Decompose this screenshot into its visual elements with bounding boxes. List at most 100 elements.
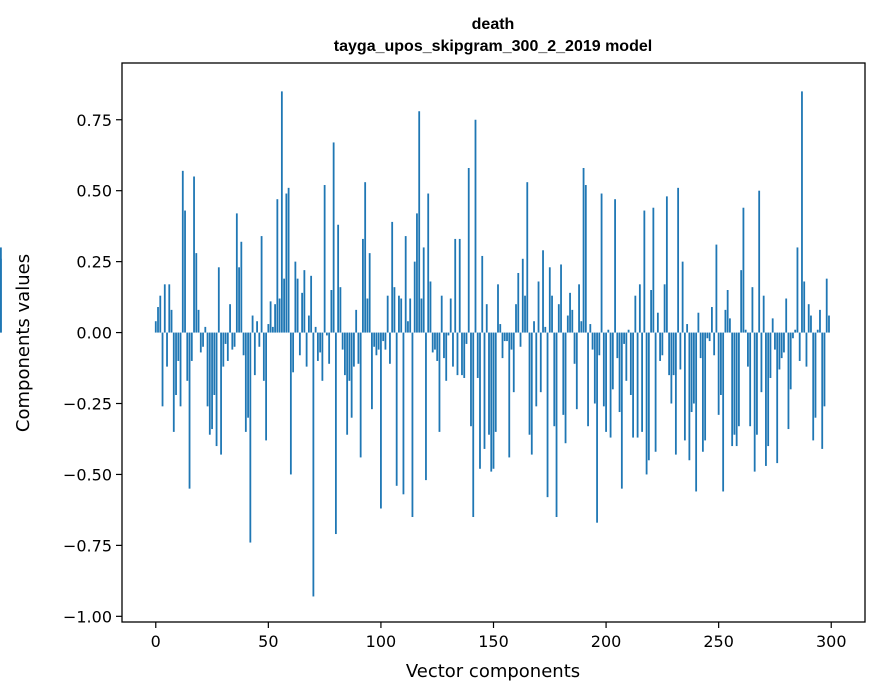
- bar: [371, 332, 373, 410]
- bar: [267, 324, 270, 333]
- bar: [798, 332, 801, 361]
- bar: [375, 332, 378, 356]
- bar: [472, 332, 475, 518]
- bar: [481, 255, 484, 333]
- bar: [296, 278, 299, 333]
- bar: [600, 193, 603, 333]
- bar: [492, 332, 495, 469]
- bar: [350, 332, 353, 418]
- y-tick-label: −0.25: [63, 395, 112, 414]
- bar: [767, 332, 770, 447]
- bar: [467, 167, 470, 333]
- bar: [828, 315, 830, 333]
- bar: [168, 284, 171, 333]
- bar: [443, 332, 445, 359]
- bar: [629, 332, 632, 395]
- bar: [389, 332, 391, 364]
- bar: [283, 278, 286, 333]
- bar: [298, 332, 301, 356]
- bar: [546, 332, 549, 498]
- bar: [774, 332, 776, 350]
- bar: [506, 332, 508, 342]
- bar: [172, 332, 175, 432]
- bar: [647, 332, 650, 461]
- bar: [344, 332, 346, 376]
- bar: [285, 193, 288, 333]
- bar: [553, 332, 556, 427]
- bar: [357, 332, 360, 364]
- bar: [474, 119, 477, 333]
- bar: [251, 315, 254, 333]
- bar: [819, 309, 821, 333]
- y-tick-label: −1.00: [63, 607, 112, 626]
- x-tick-label: 300: [816, 632, 847, 651]
- bar: [686, 324, 689, 333]
- y-tick-label: 0.25: [76, 253, 112, 272]
- bar: [337, 224, 340, 333]
- bar: [699, 332, 702, 359]
- bar: [307, 315, 310, 333]
- bar: [636, 332, 639, 438]
- bar: [738, 332, 740, 427]
- bar: [395, 332, 398, 486]
- bar: [722, 332, 725, 492]
- bar: [485, 304, 488, 333]
- bar: [416, 213, 418, 333]
- bar: [582, 167, 585, 333]
- bar: [758, 190, 761, 333]
- bar: [528, 332, 531, 435]
- bar: [490, 332, 493, 472]
- bar: [634, 295, 637, 333]
- bar: [458, 238, 461, 333]
- bar: [515, 304, 517, 333]
- bar: [364, 182, 367, 333]
- bar: [393, 287, 396, 333]
- bar: [760, 332, 763, 393]
- bar: [616, 332, 619, 359]
- bar: [265, 332, 267, 441]
- bar: [220, 332, 222, 455]
- bar: [463, 332, 466, 378]
- bar: [715, 244, 718, 333]
- bar: [398, 295, 400, 333]
- bar: [674, 332, 677, 455]
- bar: [157, 307, 159, 333]
- bar: [269, 301, 272, 333]
- bar: [823, 332, 826, 407]
- bar: [445, 332, 448, 381]
- bar: [330, 290, 333, 333]
- bar: [391, 221, 394, 333]
- bar: [688, 332, 691, 461]
- bar: [377, 332, 380, 350]
- bar: [778, 332, 781, 370]
- bar: [544, 326, 547, 333]
- bar: [440, 295, 443, 333]
- bar: [690, 332, 693, 413]
- bar: [159, 295, 162, 333]
- bar: [796, 247, 799, 333]
- bar: [542, 250, 544, 333]
- bar: [447, 332, 450, 336]
- bar: [208, 332, 211, 435]
- y-tick-label: 0.00: [76, 324, 112, 343]
- bar: [814, 332, 817, 418]
- bar: [449, 298, 452, 333]
- bar: [756, 332, 758, 435]
- bar: [650, 290, 653, 333]
- bar: [695, 332, 698, 492]
- bar: [533, 321, 535, 333]
- bar: [769, 332, 772, 378]
- bar: [638, 284, 641, 333]
- chart-title: death: [472, 16, 515, 33]
- bar: [539, 332, 542, 393]
- x-axis-label: Vector components: [406, 661, 580, 682]
- bar: [512, 332, 515, 393]
- bar: [319, 332, 322, 353]
- bar: [825, 278, 828, 333]
- bar: [276, 199, 279, 333]
- bar: [199, 332, 202, 353]
- bar: [314, 326, 317, 333]
- bar: [499, 324, 502, 333]
- bar: [749, 332, 752, 427]
- bar: [420, 298, 423, 333]
